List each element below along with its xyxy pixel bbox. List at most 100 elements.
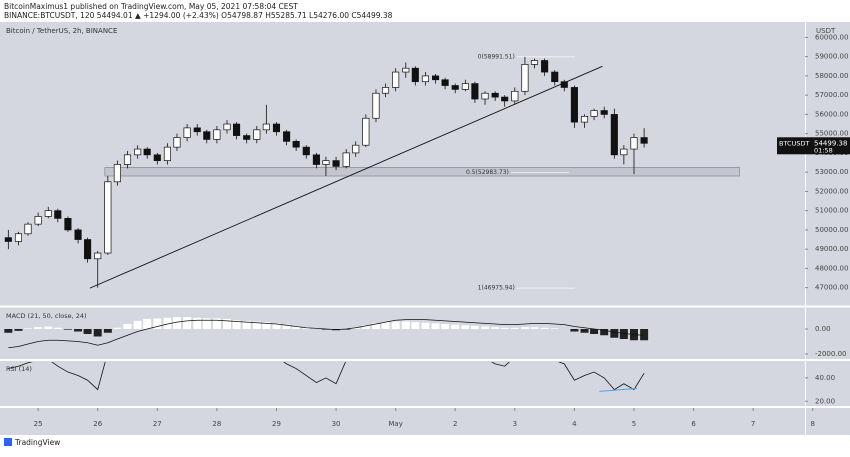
macd-bar (193, 317, 202, 329)
macd-bar (103, 329, 112, 333)
macd-bar (570, 329, 579, 332)
price-tag-countdown: 01:58 (814, 146, 833, 154)
macd-bar (381, 322, 390, 329)
macd-bar (153, 318, 162, 329)
x-tick-label: 8 (811, 420, 815, 428)
candle-body (342, 152, 350, 167)
candle-body (610, 114, 618, 156)
macd-bar (481, 326, 490, 329)
pane (4, 317, 649, 349)
macd-bar (361, 325, 370, 329)
y-tick-label: 51000.00 (815, 207, 848, 215)
macd-bar (183, 317, 192, 329)
candle-body (491, 92, 499, 98)
candle-body (253, 129, 261, 140)
candle-body (570, 87, 578, 123)
candle-body (243, 135, 251, 140)
macd-bar (530, 327, 539, 329)
macd-bar (242, 320, 251, 329)
macd-bar (520, 327, 529, 329)
candle-body (183, 127, 191, 138)
macd-bar (282, 324, 291, 329)
y-tick-label: 55000.00 (815, 130, 848, 138)
candle-body (362, 117, 370, 146)
candle-body (481, 92, 489, 100)
macd-bar (371, 323, 380, 329)
y-tick-label: 52000.00 (815, 187, 848, 195)
candle-body (451, 85, 459, 90)
macd-bar (4, 329, 13, 333)
chart-background (0, 22, 850, 435)
macd-bar (34, 327, 43, 329)
y-tick-label: 59000.00 (815, 53, 848, 61)
x-tick-label: 30 (332, 420, 341, 428)
header-line: BINANCE:BTCUSDT, 120 54494.01 ▲ +1294.00… (4, 11, 393, 20)
pane-title: Bitcoin / TetherUS, 2h, BINANCE (6, 27, 117, 35)
macd-bar (441, 324, 450, 329)
candle-body (74, 229, 82, 240)
macd-bar (550, 328, 559, 329)
macd-bar (411, 322, 420, 329)
y-tick-label: 49000.00 (815, 245, 848, 253)
candle-body (84, 239, 92, 260)
fib-label: 1(46975.94) (478, 285, 515, 292)
y-tick-label: 48000.00 (815, 264, 848, 272)
candle-body (332, 160, 340, 167)
logo (4, 438, 12, 446)
y-tick-label: 58000.00 (815, 72, 848, 80)
candle-body (64, 218, 72, 231)
candle-body (104, 181, 112, 254)
x-tick-label: 29 (272, 420, 281, 428)
macd-bar (44, 326, 53, 329)
macd-bar (63, 329, 72, 330)
pane-title: MACD (21, 50, close, 24) (6, 312, 87, 320)
candle-body (600, 110, 608, 115)
macd-bar (272, 323, 281, 329)
macd-bar (600, 329, 609, 336)
macd-bar (590, 329, 599, 334)
y-tick-label: -2000.00 (815, 350, 846, 358)
candle-body (392, 71, 400, 88)
macd-bar (163, 317, 172, 329)
candle-body (193, 127, 201, 133)
y-tick-label: 0.00 (815, 325, 831, 333)
macd-bar (619, 329, 628, 339)
candle-body (113, 164, 121, 183)
candle-body (4, 237, 12, 242)
candle-body (530, 60, 539, 65)
candle-body (203, 131, 211, 140)
trendline (89, 65, 603, 289)
macd-bar (500, 327, 509, 329)
macd-bar (351, 327, 360, 329)
candle-body (372, 92, 380, 119)
range-box (104, 167, 740, 177)
macd-bar (172, 317, 181, 329)
candle-body (381, 87, 390, 94)
rsi-line (8, 362, 645, 391)
candle-body (620, 148, 628, 156)
candle-body (541, 60, 549, 73)
candle-body (163, 146, 171, 161)
candle-body (560, 81, 568, 88)
y-tick-label: 57000.00 (815, 91, 848, 99)
x-tick-label: 26 (93, 420, 102, 428)
x-tick-label: 7 (751, 420, 755, 428)
macd-bar (143, 319, 152, 329)
macd-bar (540, 327, 549, 329)
macd-bar (640, 329, 649, 341)
candle-body (94, 252, 102, 260)
pane-title: RSI (14) (6, 365, 32, 373)
macd-bar (24, 328, 33, 329)
y-tick-label: 56000.00 (815, 110, 848, 118)
candle-body (153, 154, 161, 161)
macd-bar (470, 325, 479, 329)
candle-body (421, 75, 429, 83)
candle-body (143, 148, 151, 156)
macd-bar (421, 322, 430, 329)
macd-bar (53, 327, 62, 329)
macd-bar (83, 329, 92, 334)
candle-body (521, 64, 529, 92)
candle-body (233, 123, 241, 136)
fib-label: 0(58991.51) (478, 53, 515, 60)
